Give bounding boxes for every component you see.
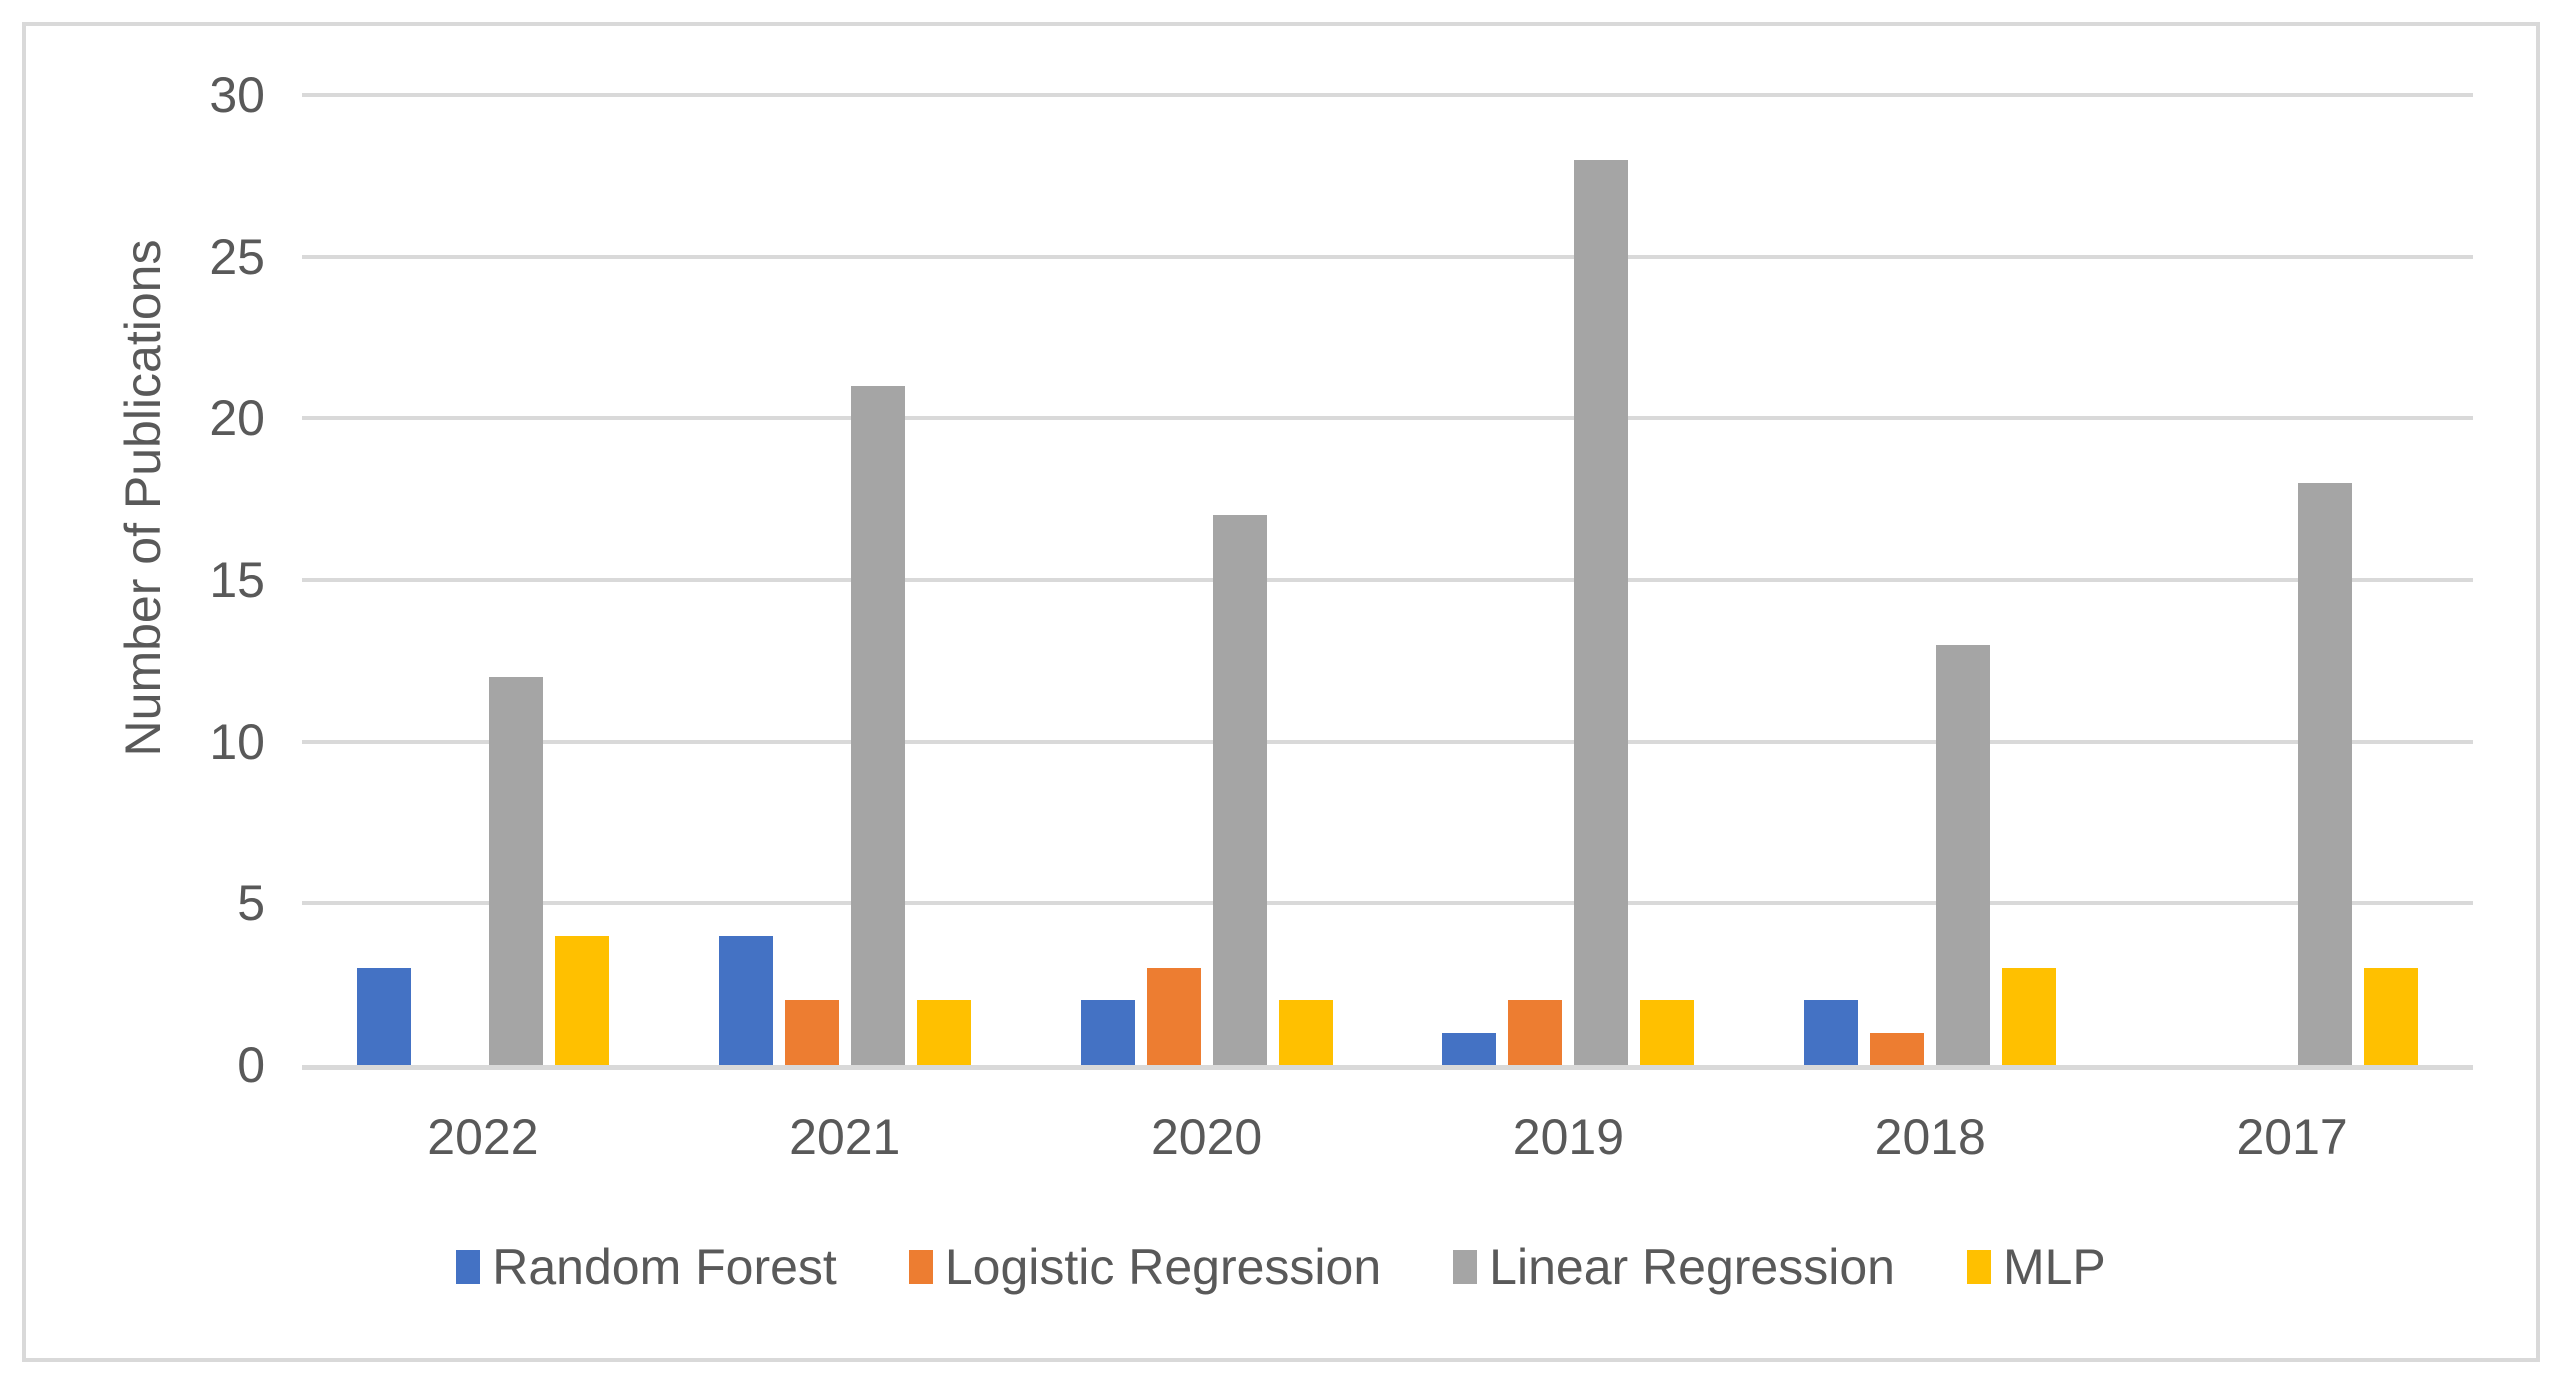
gridline-y-30 <box>302 93 2473 97</box>
gridline-y-20 <box>302 416 2473 421</box>
gridline-y-5 <box>302 901 2473 906</box>
x-tick-label-2021: 2021 <box>789 1109 901 1165</box>
x-axis-line <box>302 1065 2473 1070</box>
legend-marker-linear-regression <box>1453 1250 1478 1284</box>
bar-mlp-2019 <box>1640 1000 1695 1065</box>
bar-random-forest-2021 <box>718 935 773 1065</box>
legend: Random Forest Logistic Regression Linear R… <box>0 1238 2562 1296</box>
gridline-y-15 <box>302 578 2473 582</box>
bar-group-2020 <box>1026 95 1388 1065</box>
y-tick-label-10: 10 <box>209 713 265 770</box>
bar-logistic-regression-2020 <box>1146 968 1201 1065</box>
y-axis-tick-labels: 0 5 10 15 20 25 30 <box>140 68 265 1092</box>
bar-linear-regression-2021 <box>850 386 905 1065</box>
bar-mlp-2021 <box>916 1000 971 1065</box>
legend-item-random-forest: Random Forest <box>456 1238 837 1296</box>
legend-item-mlp: MLP <box>1966 1238 2106 1296</box>
y-tick-label-15: 15 <box>209 552 265 608</box>
bar-logistic-regression-2019 <box>1508 1000 1563 1065</box>
x-tick-label-2020: 2020 <box>1150 1109 1263 1165</box>
bar-group-2019 <box>1388 95 1750 1065</box>
bar-random-forest-2020 <box>1080 1000 1135 1065</box>
x-tick-label-2019: 2019 <box>1512 1109 1625 1165</box>
legend-item-logistic-regression: Logistic Regression <box>908 1238 1382 1296</box>
legend-marker-random-forest <box>456 1250 481 1284</box>
bar-mlp-2020 <box>1278 1000 1333 1065</box>
legend-label-linear-regression: Linear Regression <box>1489 1239 1895 1295</box>
legend-label-logistic-regression: Logistic Regression <box>944 1239 1382 1295</box>
bar-mlp-2022 <box>554 935 609 1065</box>
bar-random-forest-2018 <box>1804 1000 1859 1065</box>
bar-random-forest-2019 <box>1442 1032 1497 1065</box>
bar-linear-regression-2022 <box>488 677 543 1065</box>
bar-random-forest-2022 <box>356 968 411 1065</box>
bar-linear-regression-2019 <box>1574 159 1629 1065</box>
legend-label-mlp: MLP <box>2002 1239 2106 1295</box>
bar-mlp-2017 <box>2364 968 2419 1065</box>
bar-linear-regression-2018 <box>1936 644 1991 1065</box>
bar-group-2017 <box>2111 95 2473 1065</box>
gridline-y-25 <box>302 254 2473 259</box>
bar-linear-regression-2017 <box>2298 483 2353 1065</box>
x-tick-label-2018: 2018 <box>1874 1109 1986 1165</box>
legend-marker-mlp <box>1966 1250 1991 1284</box>
y-tick-label-30: 30 <box>209 67 265 123</box>
x-axis-tick-labels: 2022 2021 2020 2019 2018 2017 <box>302 1108 2473 1168</box>
gridline-y-10 <box>302 739 2473 744</box>
bar-group-2021 <box>664 95 1026 1065</box>
bar-mlp-2018 <box>2002 968 2057 1065</box>
bar-group-2018 <box>1749 95 2111 1065</box>
x-tick-label-2022: 2022 <box>427 1109 539 1165</box>
legend-item-linear-regression: Linear Regression <box>1453 1238 1895 1296</box>
y-tick-label-0: 0 <box>237 1037 265 1093</box>
x-tick-label-2017: 2017 <box>2236 1109 2348 1165</box>
legend-marker-logistic-regression <box>908 1250 933 1284</box>
bar-linear-regression-2020 <box>1212 515 1267 1065</box>
chart-border <box>22 22 2540 1362</box>
legend-label-random-forest: Random Forest <box>492 1239 837 1295</box>
y-tick-label-5: 5 <box>237 875 265 932</box>
bar-logistic-regression-2021 <box>784 1000 839 1065</box>
y-tick-label-20: 20 <box>209 390 265 447</box>
bar-logistic-regression-2018 <box>1870 1032 1925 1065</box>
plot-area <box>302 93 2473 1070</box>
bar-group-2022 <box>302 95 664 1065</box>
y-tick-label-25: 25 <box>209 228 265 285</box>
